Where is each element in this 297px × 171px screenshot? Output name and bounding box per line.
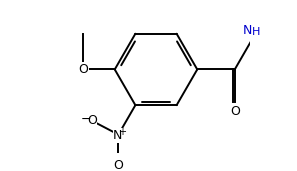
Text: O: O [230, 105, 240, 118]
Text: N: N [113, 129, 123, 142]
Text: O: O [113, 159, 123, 171]
Text: N: N [243, 24, 252, 37]
Text: −: − [81, 113, 91, 126]
Text: +: + [118, 127, 126, 137]
Text: O: O [79, 63, 89, 76]
Text: O: O [87, 114, 97, 127]
Text: H: H [252, 27, 261, 37]
